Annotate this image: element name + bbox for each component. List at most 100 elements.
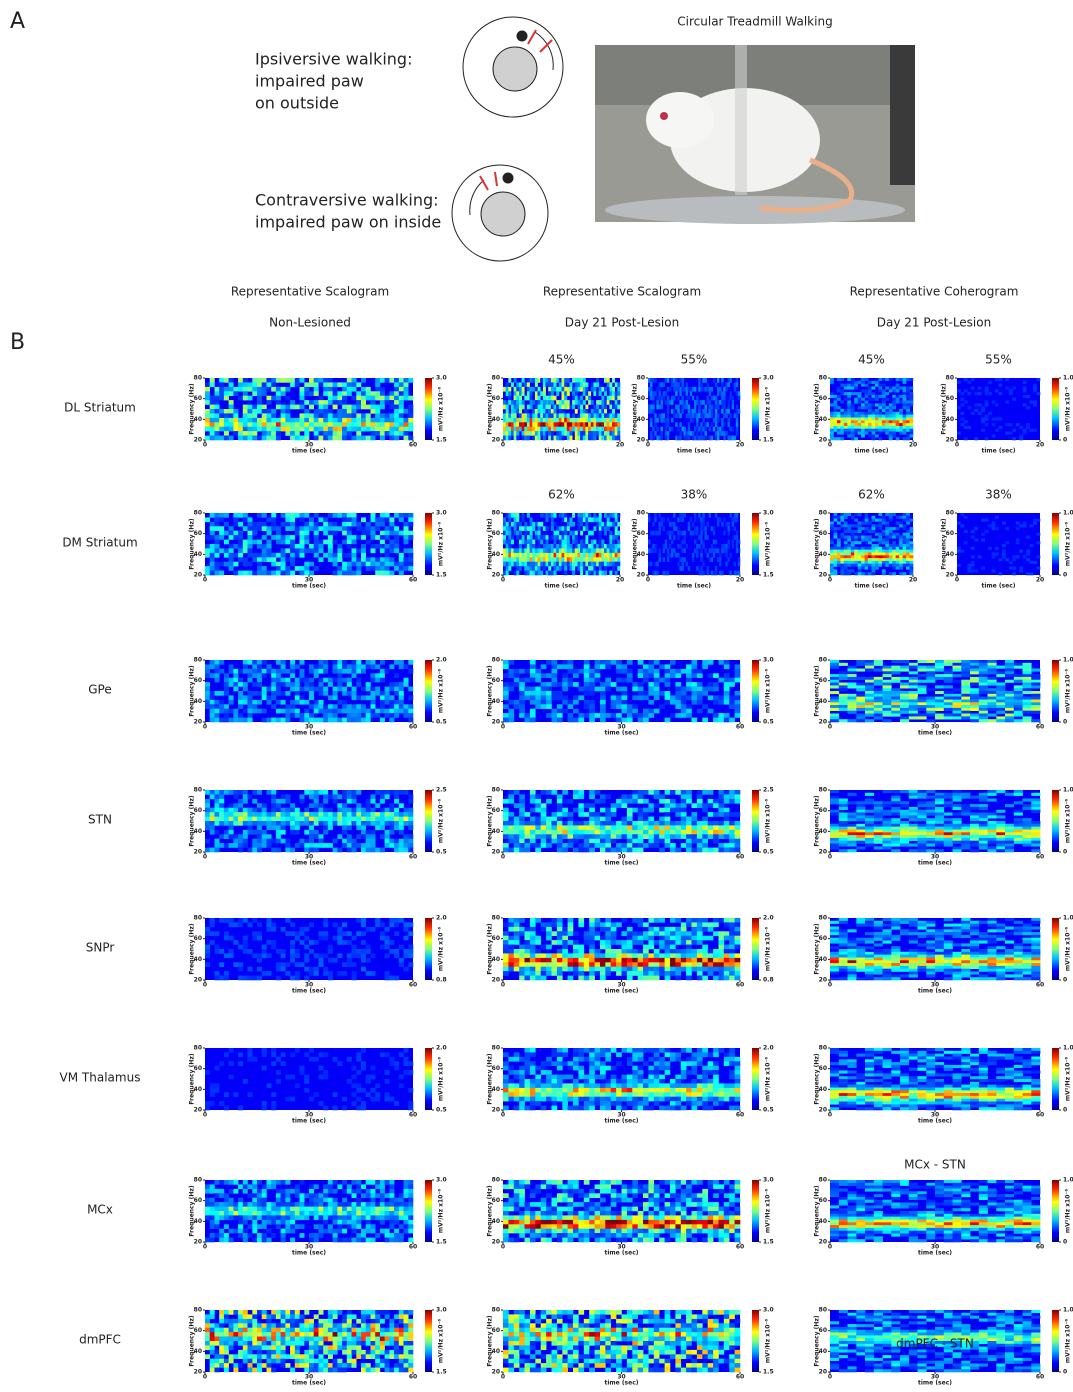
heatmap-cell	[724, 682, 730, 687]
heatmap-cell	[1026, 423, 1030, 426]
heatmap-cell	[985, 415, 989, 418]
heatmap-cell	[711, 436, 713, 441]
heatmap-cell	[992, 522, 996, 525]
heatmap-cell	[503, 571, 506, 576]
heatmap-cell	[552, 678, 558, 683]
heatmap-cell	[366, 660, 371, 665]
heatmap-cell	[996, 716, 1005, 719]
heatmap-cell	[371, 794, 376, 799]
heatmap-cell	[663, 526, 665, 531]
heatmap-cell	[734, 526, 736, 531]
heatmap-cell	[697, 691, 703, 696]
heatmap-cell	[527, 413, 530, 418]
heatmap-cell	[909, 677, 918, 680]
heatmap-cell	[554, 540, 557, 545]
heatmap-cell	[361, 436, 366, 441]
heatmap-cell	[210, 431, 215, 436]
heatmap-cell	[530, 544, 533, 549]
heatmap-cell	[551, 517, 554, 522]
heatmap-cell	[328, 387, 333, 392]
heatmap-cell	[964, 516, 968, 519]
heatmap-cell	[540, 535, 543, 540]
heatmap-cell	[847, 538, 851, 541]
heatmap-cell	[1005, 378, 1009, 381]
heatmap-cell	[546, 700, 552, 705]
heatmap-cell	[503, 418, 506, 423]
heatmap-cell	[404, 513, 409, 518]
heatmap-cell	[643, 664, 649, 669]
y-tick-label: 20	[819, 719, 827, 726]
heatmap-cell	[347, 391, 352, 396]
heatmap-cell	[910, 530, 914, 533]
heatmap-cell	[380, 557, 385, 562]
heatmap-cell	[262, 553, 267, 558]
heatmap-cell	[654, 544, 656, 549]
heatmap-cell	[675, 413, 677, 418]
heatmap-cell	[847, 530, 851, 533]
heatmap-cell	[557, 691, 563, 696]
heatmap-cell	[583, 391, 586, 396]
heatmap-cell	[900, 700, 909, 703]
heatmap-cell	[580, 413, 583, 418]
heatmap-cell	[861, 527, 865, 530]
heatmap-cell	[654, 413, 656, 418]
heatmap-cell	[229, 553, 234, 558]
heatmap-cell	[865, 384, 869, 387]
heatmap-cell	[851, 524, 855, 527]
heatmap-cell	[371, 808, 376, 813]
heatmap-cell	[882, 553, 886, 556]
heatmap-cell	[622, 718, 628, 723]
heatmap-cell	[352, 687, 357, 692]
heatmap-cell	[394, 422, 399, 427]
heatmap-cell	[856, 660, 865, 663]
heatmap-cell	[389, 526, 394, 531]
heatmap-cell	[589, 678, 595, 683]
heatmap-cell	[999, 558, 1003, 561]
heatmap-cell	[844, 538, 848, 541]
heatmap-cell	[961, 513, 965, 516]
heatmap-cell	[564, 526, 567, 531]
heatmap-cell	[889, 389, 893, 392]
heatmap-cell	[578, 544, 581, 549]
heatmap-cell	[830, 663, 839, 666]
colorbar	[1052, 378, 1059, 440]
heatmap-cell	[233, 517, 238, 522]
heatmap-cell	[271, 794, 276, 799]
heatmap-cell	[356, 400, 361, 405]
heatmap-cell	[276, 691, 281, 696]
heatmap-cell	[874, 694, 883, 697]
heatmap-cell	[300, 566, 305, 571]
heatmap-cell	[856, 700, 865, 703]
heatmap-cell	[992, 423, 996, 426]
heatmap-cell	[844, 418, 848, 421]
heatmap-cell	[981, 418, 985, 421]
heatmap-cell	[874, 669, 883, 672]
heatmap-cell	[593, 427, 596, 432]
heatmap-cell	[609, 391, 612, 396]
heatmap-cell	[865, 677, 874, 680]
heatmap-cell	[872, 555, 876, 558]
heatmap-cell	[719, 700, 725, 705]
heatmap-cell	[847, 384, 851, 387]
heatmap-cell	[675, 713, 681, 718]
heatmap-cell	[210, 422, 215, 427]
heatmap-cell	[535, 535, 538, 540]
heatmap-cell	[243, 687, 248, 692]
heatmap-cell	[295, 427, 300, 432]
heatmap-cell	[328, 704, 333, 709]
heatmap-cell	[304, 790, 309, 795]
heatmap-cell	[882, 420, 886, 423]
heatmap-cell	[715, 571, 717, 576]
heatmap-cell	[837, 398, 841, 401]
heatmap-cell	[604, 413, 607, 418]
heatmap-cell	[366, 682, 371, 687]
heatmap-cell	[333, 391, 338, 396]
heatmap-cell	[607, 436, 610, 441]
heatmap-cell	[1005, 691, 1014, 694]
heatmap-cell	[333, 557, 338, 562]
heatmap-cell	[271, 803, 276, 808]
heatmap-cell	[918, 702, 927, 705]
heatmap-cell	[882, 564, 886, 567]
heatmap-cell	[868, 389, 872, 392]
heatmap-cell	[599, 548, 602, 553]
